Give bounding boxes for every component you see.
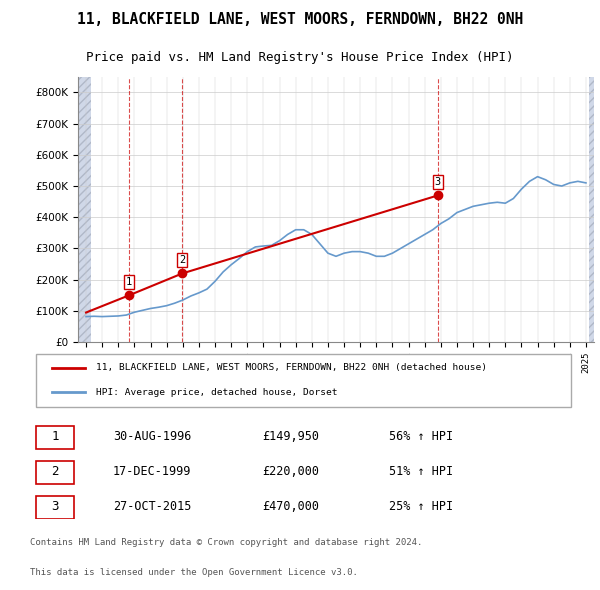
Text: 51% ↑ HPI: 51% ↑ HPI: [389, 465, 453, 478]
Text: 2: 2: [179, 255, 185, 265]
Text: 25% ↑ HPI: 25% ↑ HPI: [389, 500, 453, 513]
Text: 1: 1: [51, 430, 59, 443]
Text: £220,000: £220,000: [262, 465, 319, 478]
Text: Contains HM Land Registry data © Crown copyright and database right 2024.: Contains HM Land Registry data © Crown c…: [30, 538, 422, 548]
FancyBboxPatch shape: [35, 354, 571, 407]
Text: 30-AUG-1996: 30-AUG-1996: [113, 430, 191, 443]
Text: 3: 3: [51, 500, 59, 513]
Text: 3: 3: [435, 176, 441, 186]
Text: Price paid vs. HM Land Registry's House Price Index (HPI): Price paid vs. HM Land Registry's House …: [86, 51, 514, 64]
Text: 56% ↑ HPI: 56% ↑ HPI: [389, 430, 453, 443]
Text: 11, BLACKFIELD LANE, WEST MOORS, FERNDOWN, BH22 0NH (detached house): 11, BLACKFIELD LANE, WEST MOORS, FERNDOW…: [96, 363, 487, 372]
Text: 11, BLACKFIELD LANE, WEST MOORS, FERNDOWN, BH22 0NH: 11, BLACKFIELD LANE, WEST MOORS, FERNDOW…: [77, 12, 523, 27]
Bar: [78, 77, 91, 342]
Text: 17-DEC-1999: 17-DEC-1999: [113, 465, 191, 478]
FancyBboxPatch shape: [35, 461, 74, 484]
FancyBboxPatch shape: [35, 426, 74, 449]
Bar: [589, 77, 597, 342]
Text: 1: 1: [126, 277, 132, 287]
Text: HPI: Average price, detached house, Dorset: HPI: Average price, detached house, Dors…: [96, 388, 338, 397]
Text: £470,000: £470,000: [262, 500, 319, 513]
Text: 2: 2: [51, 465, 59, 478]
FancyBboxPatch shape: [35, 496, 74, 519]
Text: £149,950: £149,950: [262, 430, 319, 443]
Text: This data is licensed under the Open Government Licence v3.0.: This data is licensed under the Open Gov…: [30, 568, 358, 577]
Text: 27-OCT-2015: 27-OCT-2015: [113, 500, 191, 513]
